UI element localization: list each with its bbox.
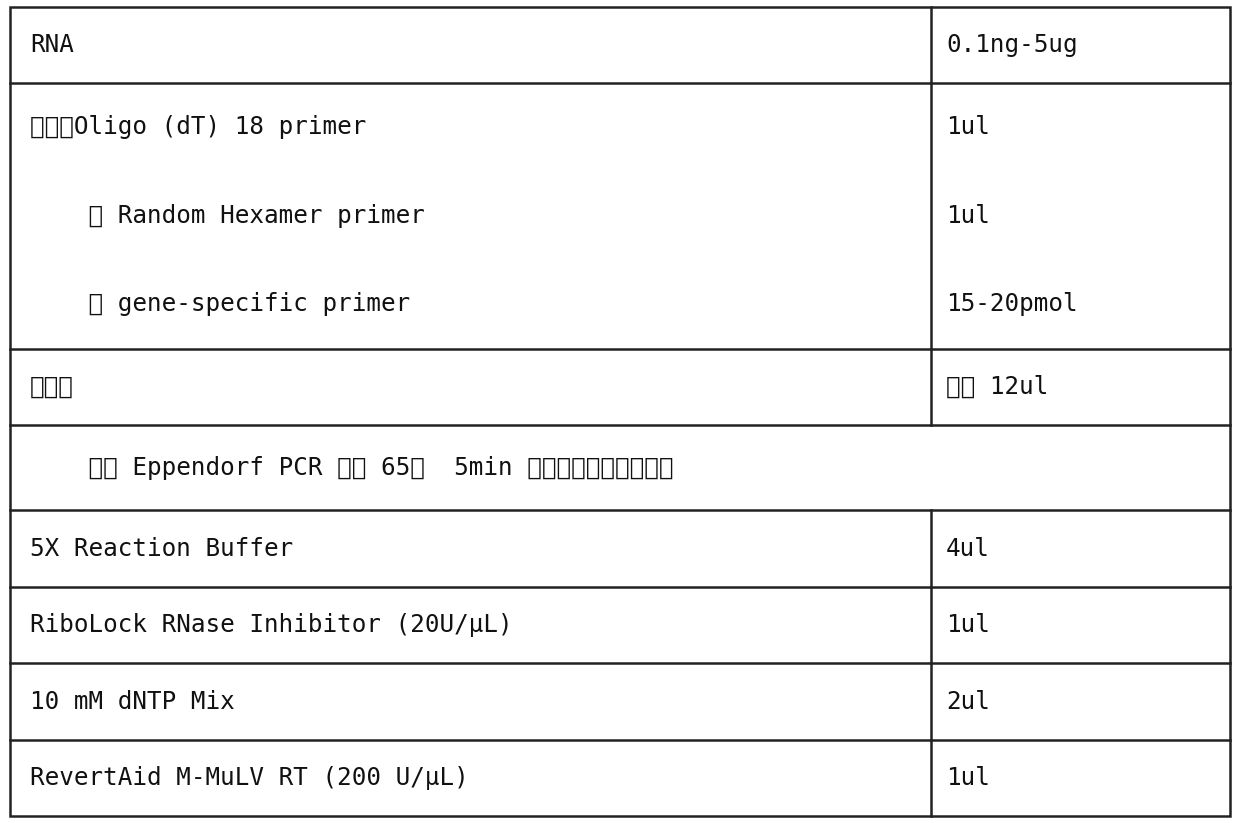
Text: 置于 Eppendorf PCR 仪上 65℃  5min 孵育，后立即至于冰上: 置于 Eppendorf PCR 仪上 65℃ 5min 孵育，后立即至于冰上 bbox=[30, 456, 673, 480]
Text: 5X Reaction Buffer: 5X Reaction Buffer bbox=[30, 537, 293, 560]
Text: 1ul: 1ul bbox=[946, 613, 990, 637]
Text: RevertAid M-MuLV RT (200 U/μL): RevertAid M-MuLV RT (200 U/μL) bbox=[30, 766, 469, 790]
Text: 2ul: 2ul bbox=[946, 690, 990, 714]
Text: 无酶水: 无酶水 bbox=[30, 374, 73, 399]
Text: 15-20pmol: 15-20pmol bbox=[946, 292, 1078, 316]
Text: 引物：Oligo (dT) 18 primer: 引物：Oligo (dT) 18 primer bbox=[30, 115, 366, 139]
Text: RiboLock RNase Inhibitor (20U/μL): RiboLock RNase Inhibitor (20U/μL) bbox=[30, 613, 512, 637]
Text: 4ul: 4ul bbox=[946, 537, 990, 560]
Text: 或 gene-specific primer: 或 gene-specific primer bbox=[30, 292, 410, 316]
Text: 或 Random Hexamer primer: 或 Random Hexamer primer bbox=[30, 204, 424, 228]
Text: 1ul: 1ul bbox=[946, 115, 990, 139]
Text: RNA: RNA bbox=[30, 33, 73, 57]
Text: 1ul: 1ul bbox=[946, 766, 990, 790]
Text: 1ul: 1ul bbox=[946, 204, 990, 228]
Text: 10 mM dNTP Mix: 10 mM dNTP Mix bbox=[30, 690, 234, 714]
Text: 0.1ng-5ug: 0.1ng-5ug bbox=[946, 33, 1078, 57]
Text: 加至 12ul: 加至 12ul bbox=[946, 374, 1048, 399]
